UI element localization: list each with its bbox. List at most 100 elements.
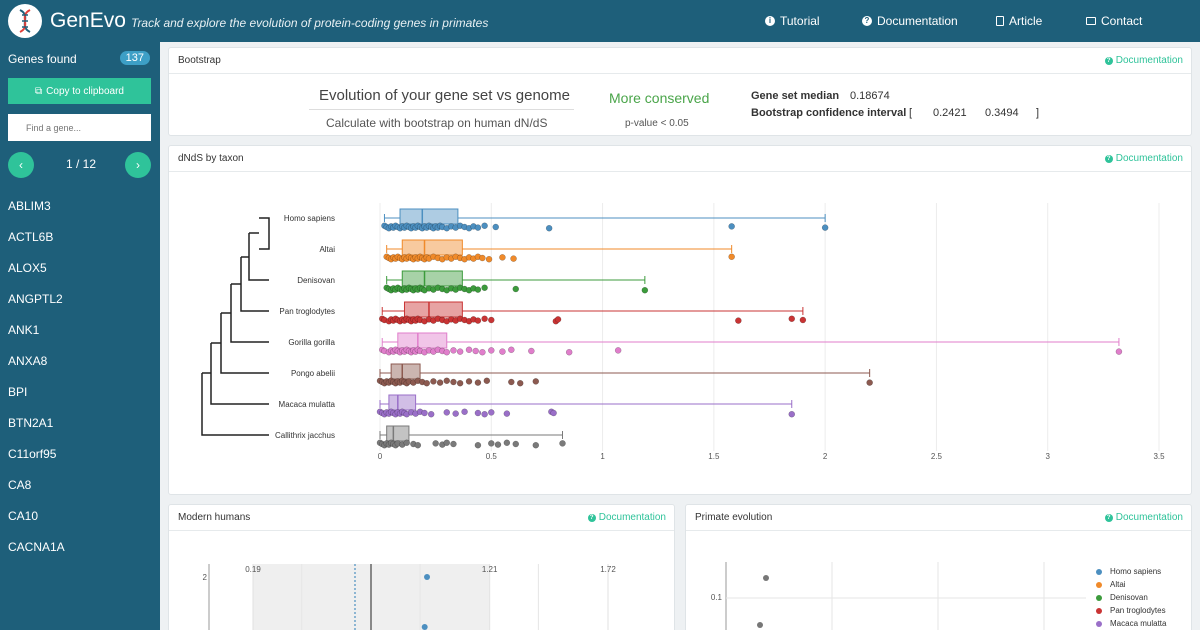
data-point[interactable]: [614, 347, 622, 354]
data-point[interactable]: [474, 286, 482, 293]
data-point[interactable]: [492, 223, 499, 231]
nav-documentation[interactable]: ? Documentation: [862, 14, 958, 28]
data-point[interactable]: [450, 347, 457, 354]
data-point[interactable]: [443, 348, 451, 356]
prev-page-button[interactable]: ‹: [8, 152, 34, 178]
gene-item[interactable]: ANXA8: [8, 354, 48, 368]
data-point[interactable]: [788, 315, 796, 323]
data-point[interactable]: [450, 440, 457, 448]
data-point[interactable]: [545, 224, 553, 232]
data-point[interactable]: [424, 574, 431, 580]
data-point[interactable]: [516, 379, 524, 387]
data-point[interactable]: [472, 347, 479, 355]
data-point[interactable]: [403, 439, 410, 447]
data-point[interactable]: [799, 316, 807, 324]
data-point[interactable]: [565, 348, 573, 356]
documentation-link[interactable]: ? Documentation: [587, 512, 666, 523]
gene-item[interactable]: ANK1: [8, 323, 40, 337]
data-point[interactable]: [499, 348, 506, 355]
data-point[interactable]: [488, 347, 495, 354]
data-point[interactable]: [443, 377, 451, 385]
data-point[interactable]: [488, 316, 495, 324]
documentation-link[interactable]: ? Documentation: [1104, 153, 1183, 164]
data-point[interactable]: [481, 222, 488, 230]
data-point[interactable]: [494, 441, 502, 448]
data-point[interactable]: [421, 409, 428, 417]
gene-item[interactable]: ALOX5: [8, 261, 47, 275]
data-point[interactable]: [550, 409, 557, 417]
data-point[interactable]: [481, 410, 488, 418]
data-point[interactable]: [508, 378, 515, 386]
data-point[interactable]: [430, 378, 437, 385]
data-point[interactable]: [423, 379, 430, 387]
data-point[interactable]: [866, 379, 873, 386]
data-point[interactable]: [488, 440, 495, 447]
data-point[interactable]: [479, 348, 486, 356]
data-point[interactable]: [554, 316, 562, 323]
data-point[interactable]: [559, 440, 566, 447]
data-point[interactable]: [499, 254, 506, 261]
documentation-link[interactable]: ? Documentation: [1104, 55, 1183, 66]
gene-item[interactable]: ABLIM3: [8, 199, 51, 213]
data-point[interactable]: [452, 410, 459, 417]
data-point[interactable]: [508, 346, 515, 354]
data-point[interactable]: [474, 379, 482, 386]
data-point[interactable]: [532, 441, 540, 449]
data-point[interactable]: [479, 254, 486, 262]
gene-item[interactable]: BPI: [8, 385, 28, 399]
gene-item[interactable]: CA8: [8, 478, 32, 492]
data-point[interactable]: [488, 409, 495, 416]
data-point[interactable]: [414, 441, 422, 449]
data-point[interactable]: [443, 409, 451, 416]
data-point[interactable]: [503, 439, 511, 447]
data-point[interactable]: [481, 315, 488, 323]
data-point[interactable]: [532, 378, 540, 385]
data-point[interactable]: [528, 347, 535, 355]
data-point[interactable]: [821, 224, 829, 231]
data-point[interactable]: [474, 441, 482, 449]
find-gene-input[interactable]: [8, 114, 151, 141]
data-point[interactable]: [757, 622, 763, 628]
nav-article[interactable]: Article: [996, 14, 1042, 28]
data-point[interactable]: [641, 286, 649, 294]
data-point[interactable]: [474, 224, 482, 231]
data-point[interactable]: [512, 285, 520, 293]
data-point[interactable]: [474, 409, 482, 417]
gene-item[interactable]: C11orf95: [8, 447, 57, 461]
data-point[interactable]: [1115, 348, 1123, 355]
gene-item[interactable]: BTN2A1: [8, 416, 54, 430]
legend-item[interactable]: Denisovan: [1096, 591, 1166, 604]
data-point[interactable]: [763, 575, 769, 581]
data-point[interactable]: [465, 346, 473, 354]
nav-contact[interactable]: Contact: [1086, 14, 1142, 28]
data-point[interactable]: [427, 410, 435, 418]
legend-item[interactable]: Homo sapiens: [1096, 565, 1166, 578]
copy-to-clipboard-button[interactable]: ⧉ Copy to clipboard: [8, 78, 151, 104]
data-point[interactable]: [474, 317, 482, 324]
data-point[interactable]: [432, 440, 439, 447]
data-point[interactable]: [443, 439, 451, 447]
gene-item[interactable]: ACTL6B: [8, 230, 54, 244]
data-point[interactable]: [481, 284, 488, 292]
legend-item[interactable]: Pan troglodytes: [1096, 604, 1166, 617]
data-point[interactable]: [728, 253, 735, 261]
gene-item[interactable]: ANGPTL2: [8, 292, 63, 306]
data-point[interactable]: [503, 410, 511, 417]
gene-item[interactable]: CACNA1A: [8, 540, 65, 554]
data-point[interactable]: [456, 379, 464, 387]
data-point[interactable]: [510, 255, 517, 262]
nav-tutorial[interactable]: i Tutorial: [765, 14, 820, 28]
brand-name[interactable]: GenEvo: [50, 9, 126, 32]
data-point[interactable]: [461, 408, 468, 416]
data-point[interactable]: [450, 378, 457, 386]
data-point[interactable]: [465, 378, 473, 385]
data-point[interactable]: [735, 317, 742, 324]
legend-item[interactable]: Macaca mulatta: [1096, 617, 1166, 630]
genevo-logo[interactable]: [8, 4, 42, 38]
data-point[interactable]: [728, 223, 735, 230]
data-point[interactable]: [421, 624, 428, 630]
data-point[interactable]: [512, 440, 520, 448]
data-point[interactable]: [456, 348, 464, 355]
documentation-link[interactable]: ? Documentation: [1104, 512, 1183, 523]
data-point[interactable]: [788, 410, 796, 418]
